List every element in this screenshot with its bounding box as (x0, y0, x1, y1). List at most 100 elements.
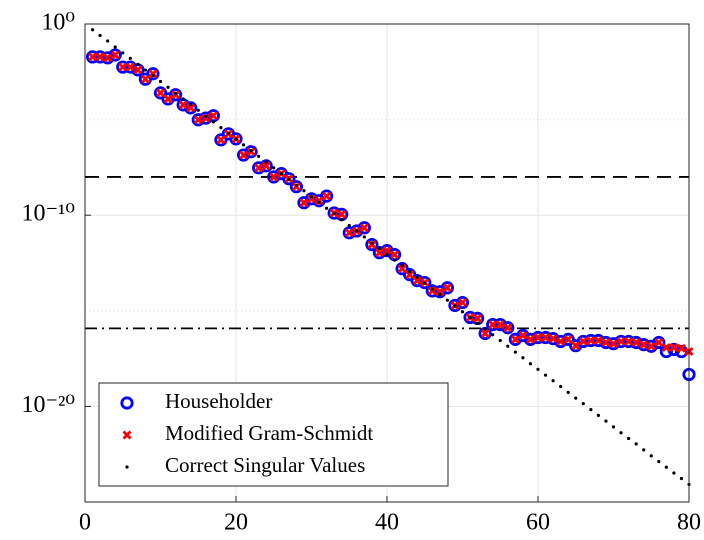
marker (125, 62, 135, 72)
marker (241, 143, 246, 147)
marker (397, 264, 407, 274)
marker (367, 240, 377, 250)
marker (483, 327, 487, 331)
marker (294, 183, 298, 187)
marker (551, 379, 555, 383)
marker (473, 313, 483, 323)
marker (133, 65, 143, 75)
marker (438, 292, 442, 297)
marker (423, 281, 427, 285)
marker (593, 336, 603, 345)
marker (88, 52, 98, 62)
marker (362, 235, 366, 239)
marker (370, 241, 374, 245)
marker (239, 150, 249, 160)
marker (654, 338, 664, 347)
marker (211, 120, 215, 124)
marker (110, 50, 120, 60)
marker (116, 60, 130, 74)
legend-label: Householder (165, 389, 272, 413)
marker (536, 367, 540, 371)
marker (279, 171, 283, 176)
marker (219, 126, 223, 130)
marker (377, 246, 382, 251)
marker (405, 270, 415, 280)
marker (611, 425, 616, 429)
marker (272, 166, 276, 170)
marker (282, 172, 296, 186)
marker (201, 113, 211, 123)
marker (158, 79, 163, 84)
marker (113, 45, 117, 49)
marker (103, 53, 113, 63)
marker (136, 62, 140, 66)
marker (181, 97, 185, 101)
legend-symbol (120, 396, 134, 410)
marker (486, 317, 500, 332)
legend-label: Correct Singular Values (165, 453, 365, 477)
marker (556, 336, 566, 346)
marker (571, 341, 581, 351)
marker (468, 316, 472, 320)
marker (521, 356, 525, 360)
marker (400, 264, 404, 268)
marker (140, 74, 150, 84)
marker (299, 198, 309, 208)
marker (118, 62, 128, 72)
marker (578, 336, 588, 346)
marker (503, 323, 513, 333)
legend-item: Modified Gram-Schmidt (122, 421, 373, 445)
marker (254, 163, 264, 173)
marker (601, 338, 611, 347)
marker (143, 68, 147, 72)
marker (385, 252, 389, 256)
marker (226, 131, 231, 135)
marker (365, 237, 379, 252)
marker (174, 91, 178, 95)
marker (128, 56, 132, 60)
x-tick-label: 20 (224, 510, 248, 536)
x-tick-label: 40 (375, 510, 399, 536)
marker (609, 339, 618, 349)
marker (430, 287, 434, 291)
marker (574, 396, 578, 400)
marker (229, 132, 243, 146)
marker (495, 320, 505, 330)
legend-symbol (122, 430, 132, 440)
marker (513, 350, 517, 354)
marker (317, 200, 321, 204)
marker (510, 334, 520, 344)
marker (166, 85, 170, 89)
x-tick-label: 0 (79, 510, 91, 536)
marker (415, 275, 419, 279)
marker (216, 135, 226, 145)
marker (287, 177, 291, 181)
marker (156, 88, 165, 98)
marker (458, 298, 467, 308)
legend-item: Householder (120, 389, 272, 413)
marker (624, 336, 634, 346)
marker (151, 74, 155, 78)
legend-item: Correct Singular Values (125, 453, 365, 477)
marker (148, 69, 158, 79)
y-tick-label: 10⁻²⁰ (22, 392, 75, 418)
marker (525, 334, 535, 344)
marker (491, 333, 495, 337)
marker (307, 194, 316, 204)
marker (309, 195, 314, 199)
marker (589, 408, 593, 412)
marker (355, 229, 359, 233)
marker (518, 331, 528, 341)
marker (314, 196, 324, 206)
x-tick-label: 80 (677, 510, 701, 536)
series (90, 28, 691, 487)
marker (121, 51, 125, 55)
marker (269, 172, 279, 182)
marker (548, 334, 558, 344)
marker (586, 336, 596, 345)
marker (186, 103, 196, 113)
marker (193, 115, 203, 125)
marker (412, 276, 422, 286)
marker (325, 206, 329, 210)
